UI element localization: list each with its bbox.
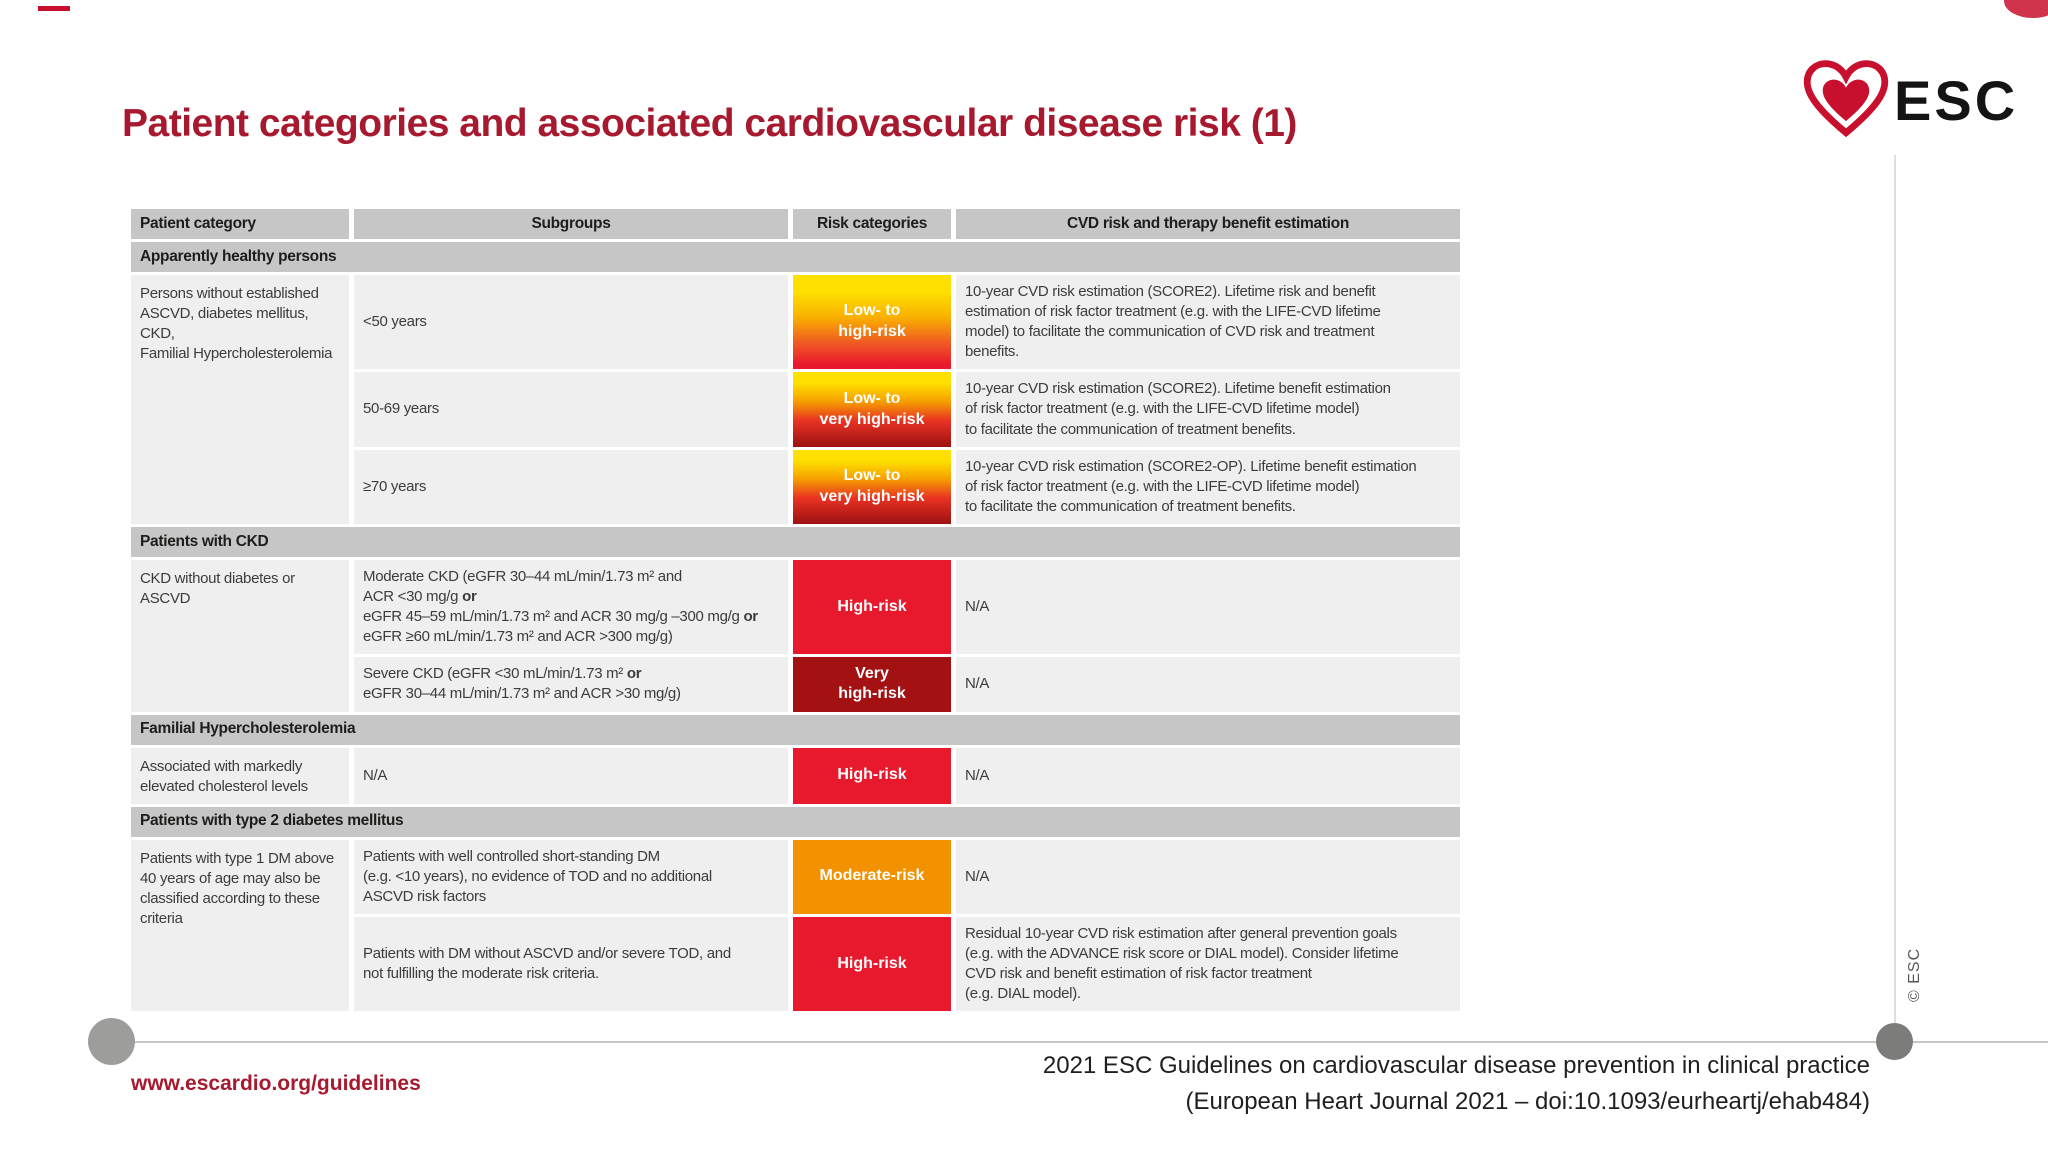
table-row: CKD without diabetes or ASCVD Moderate CK… — [131, 559, 1460, 712]
risk-badge: Very high-risk — [793, 657, 951, 712]
copyright-esc: © ESC — [1906, 947, 1923, 1002]
column-header-risk-categories: Risk categories — [793, 209, 951, 239]
subgroup-cell: Moderate CKD (eGFR 30–44 mL/min/1.73 m² … — [354, 559, 788, 655]
column-header-estimation: CVD risk and therapy benefit estimation — [956, 209, 1460, 239]
section-header-t2dm: Patients with type 2 diabetes mellitus — [131, 806, 1460, 837]
red-accent-circle — [2004, 0, 2048, 18]
table-row: Patients with DM without ASCVD and/or se… — [131, 916, 1460, 1012]
timeline-dot-left — [88, 1018, 135, 1065]
table-row: Associated with markedly elevated cholest… — [131, 747, 1460, 804]
risk-badge: Low- to very high-risk — [793, 372, 951, 447]
estimation-cell: Residual 10-year CVD risk estimation aft… — [956, 916, 1460, 1012]
column-header-patient-category: Patient category — [131, 209, 349, 239]
patient-category-cell: CKD without diabetes or ASCVD — [131, 559, 349, 712]
estimation-cell: N/A — [956, 747, 1460, 804]
table-header-row: Patient category Subgroups Risk categori… — [131, 209, 1460, 239]
patient-category-cell: Persons without established ASCVD, diabet… — [131, 275, 349, 524]
subgroup-cell: Patients with DM without ASCVD and/or se… — [354, 916, 788, 1012]
risk-badge: Moderate-risk — [793, 839, 951, 914]
subgroup-cell: 50-69 years — [354, 372, 788, 447]
estimation-cell: N/A — [956, 839, 1460, 914]
column-header-subgroups: Subgroups — [354, 209, 788, 239]
subgroup-cell: N/A — [354, 747, 788, 804]
patient-category-cell: Associated with markedly elevated cholest… — [131, 747, 349, 804]
section-header-fh: Familial Hypercholesterolemia — [131, 714, 1460, 745]
esc-logo-text: ESC — [1894, 68, 2019, 132]
subgroup-cell: Patients with well controlled short-stan… — [354, 839, 788, 914]
section-header-healthy: Apparently healthy persons — [131, 242, 1460, 272]
section-header-ckd: Patients with CKD — [131, 526, 1460, 557]
risk-badge: High-risk — [793, 916, 951, 1012]
vertical-divider-line — [1894, 155, 1896, 1041]
table-row: Severe CKD (eGFR <30 mL/min/1.73 m² or eG… — [131, 657, 1460, 712]
timeline-dot-right — [1876, 1023, 1913, 1060]
estimation-cell: N/A — [956, 657, 1460, 712]
table-row: 50-69 years Low- to very high-risk 10-yea… — [131, 372, 1460, 447]
risk-badge: Low- to very high-risk — [793, 449, 951, 524]
esc-logo: ESC — [1802, 60, 2018, 140]
estimation-cell: 10-year CVD risk estimation (SCORE2-OP).… — [956, 449, 1460, 524]
guidelines-link[interactable]: www.escardio.org/guidelines — [131, 1072, 421, 1095]
citation-line-2: (European Heart Journal 2021 – doi:10.10… — [1185, 1087, 1871, 1115]
risk-badge: Low- to high-risk — [793, 275, 951, 370]
footer-divider-line — [95, 1041, 2048, 1043]
subgroup-cell: ≥70 years — [354, 449, 788, 524]
subgroup-cell: <50 years — [354, 275, 788, 370]
estimation-cell: 10-year CVD risk estimation (SCORE2). Li… — [956, 275, 1460, 370]
patient-category-cell: Patients with type 1 DM above 40 years of… — [131, 839, 349, 1012]
citation: 2021 ESC Guidelines on cardiovascular di… — [1043, 1048, 1870, 1119]
red-accent-dash — [38, 6, 70, 11]
subgroup-cell: Severe CKD (eGFR <30 mL/min/1.73 m² or eG… — [354, 657, 788, 712]
table-row: Persons without established ASCVD, diabet… — [131, 275, 1460, 524]
page-title: Patient categories and associated cardio… — [122, 102, 1297, 146]
risk-badge: High-risk — [793, 559, 951, 655]
table-row: Patients with type 1 DM above 40 years of… — [131, 839, 1460, 1012]
estimation-cell: 10-year CVD risk estimation (SCORE2). Li… — [956, 372, 1460, 447]
risk-table: Patient category Subgroups Risk categori… — [126, 206, 1465, 1014]
citation-line-1: 2021 ESC Guidelines on cardiovascular di… — [1042, 1052, 1870, 1079]
risk-badge: High-risk — [793, 747, 951, 804]
heart-icon — [1802, 60, 1890, 140]
table-row: ≥70 years Low- to very high-risk 10-year … — [131, 449, 1460, 524]
estimation-cell: N/A — [956, 559, 1460, 655]
